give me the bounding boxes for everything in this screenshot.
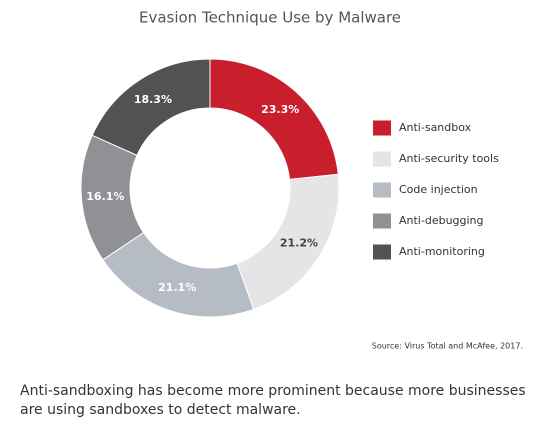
legend-label: Anti-security tools (399, 152, 499, 165)
value-label: 21.1% (158, 281, 196, 294)
legend-label: Anti-debugging (399, 214, 484, 227)
source: Source: Virus Total and McAfee, 2017. (372, 342, 523, 351)
legend-swatch (373, 244, 391, 260)
value-label: 18.3% (134, 93, 172, 106)
value-label: 21.2% (280, 237, 318, 250)
donut-slice (91, 58, 211, 156)
value-label: 16.1% (86, 190, 124, 203)
legend-label: Code injection (399, 183, 478, 196)
legend-swatch (373, 151, 391, 167)
legend-swatch (373, 213, 391, 229)
legend-label: Anti-sandbox (399, 121, 472, 134)
legend-swatch (373, 182, 391, 198)
value-label: 23.3% (261, 103, 299, 116)
caption: Anti-sandboxing has become more prominen… (20, 383, 526, 418)
chart-title: Evasion Technique Use by Malware (139, 9, 401, 27)
legend-swatch (373, 120, 391, 136)
donut-slice (209, 58, 339, 181)
legend-label: Anti-monitoring (399, 245, 485, 258)
chart: Evasion Technique Use by Malware Source:… (80, 9, 523, 351)
